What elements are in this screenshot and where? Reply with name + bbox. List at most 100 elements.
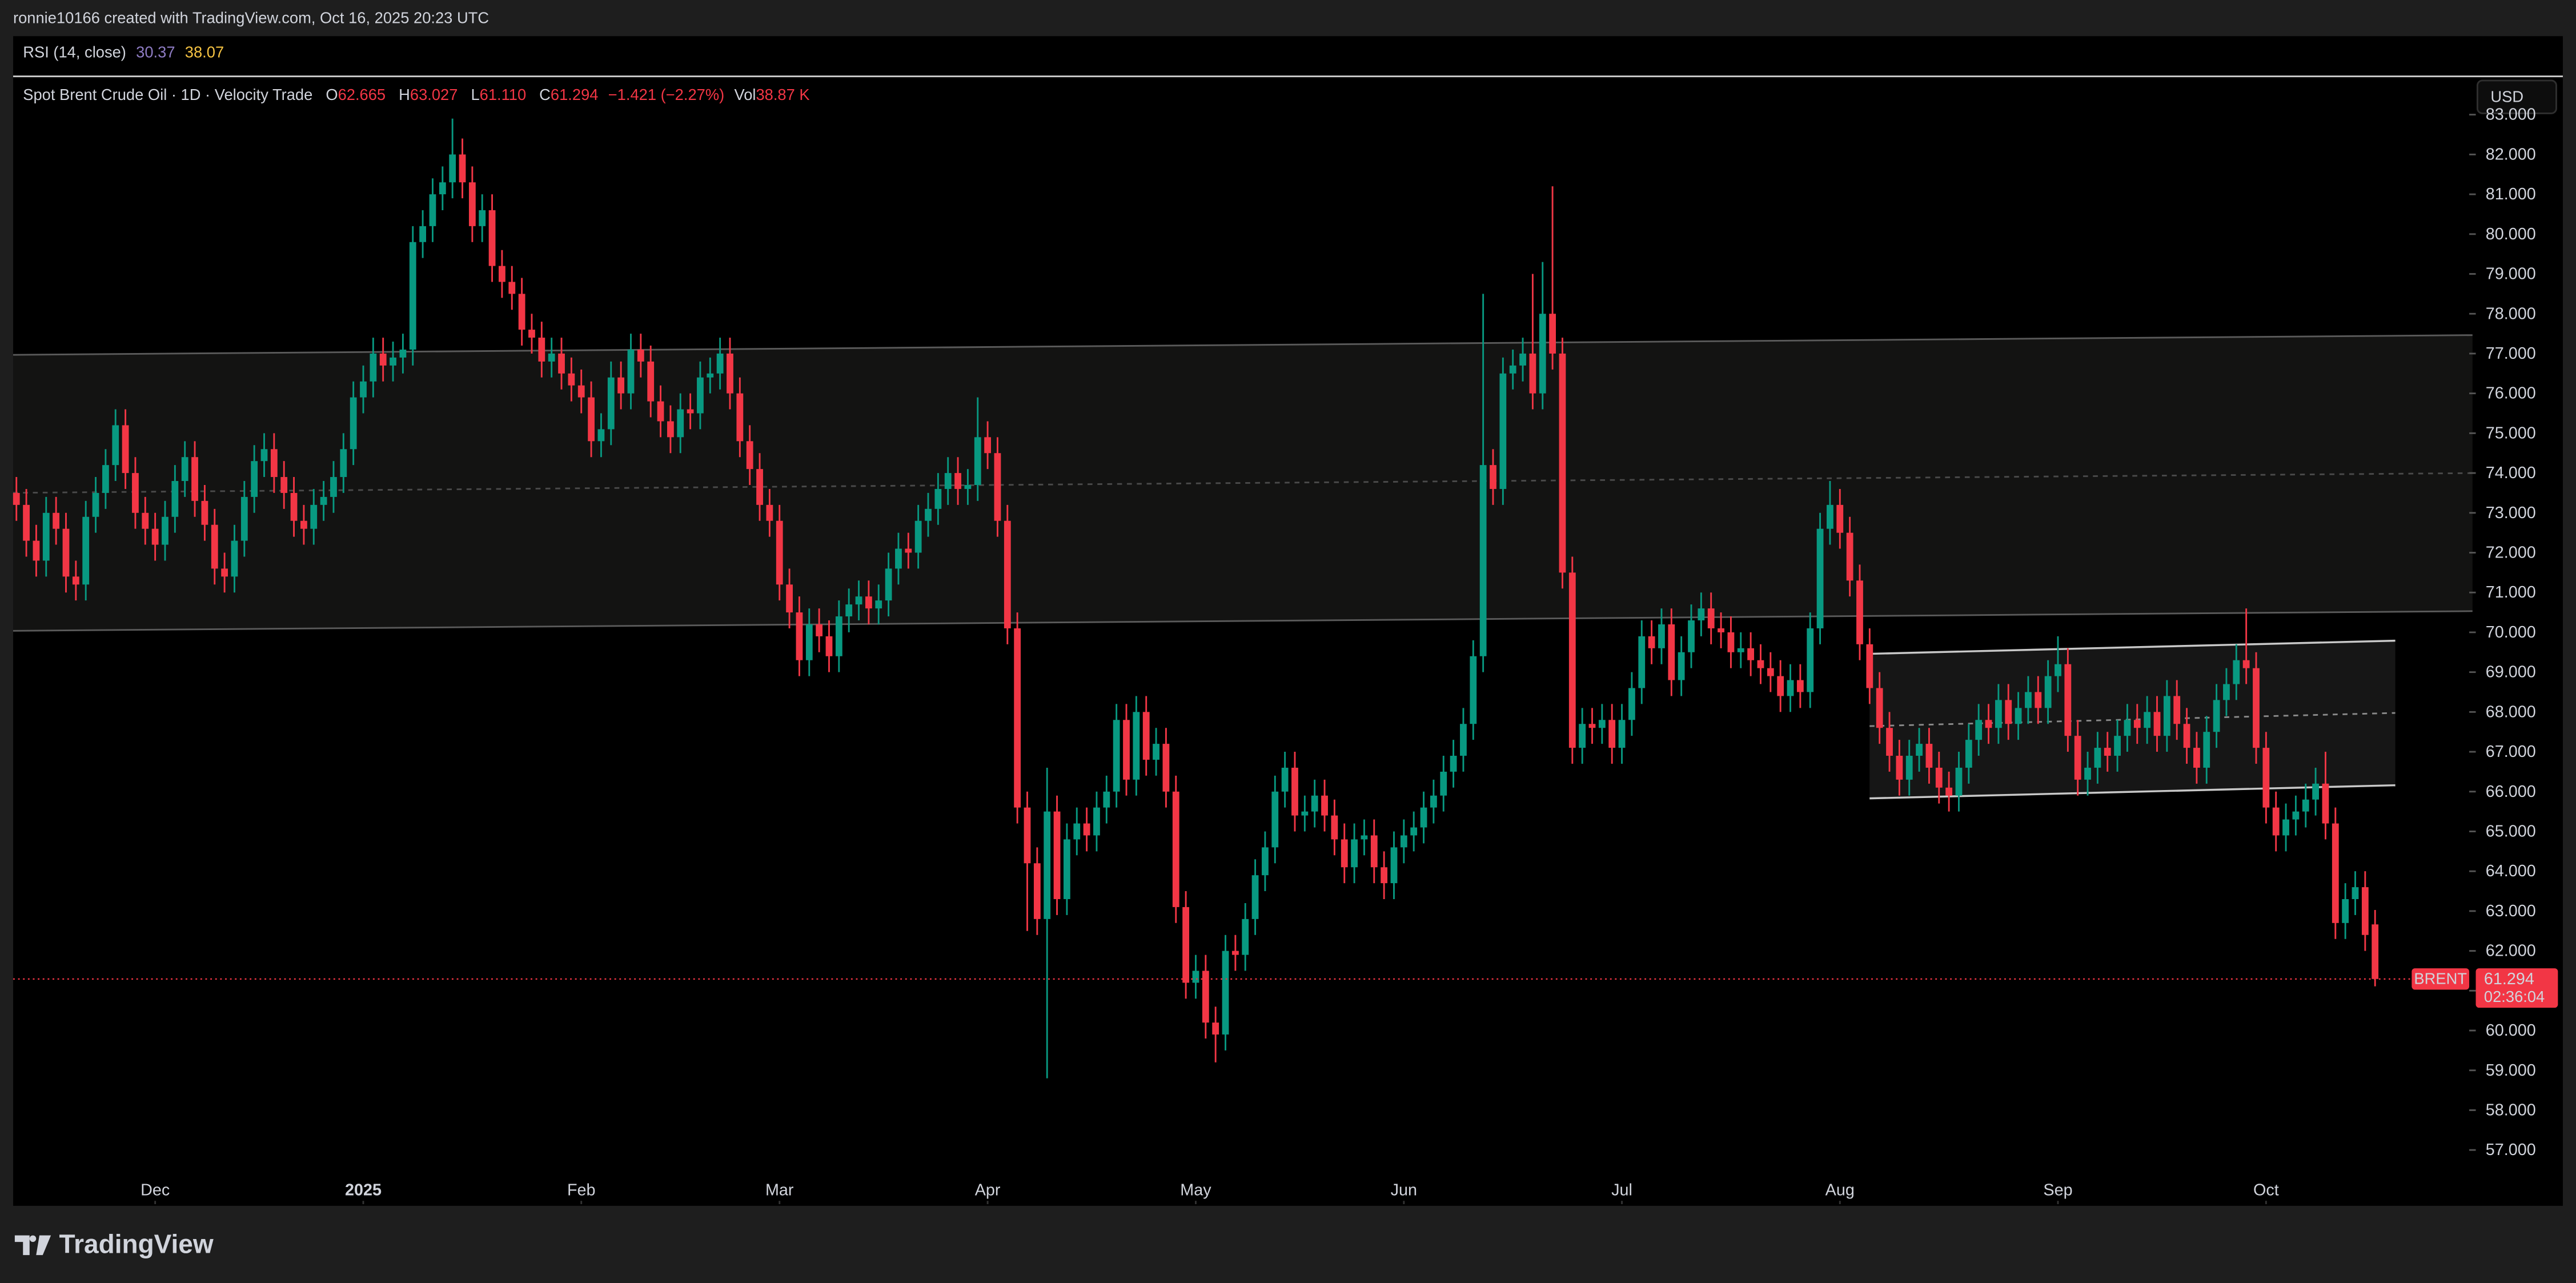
candle-body bbox=[1638, 636, 1646, 688]
candle-body bbox=[1014, 628, 1021, 808]
candle-body bbox=[399, 349, 407, 358]
candle-body bbox=[23, 504, 30, 541]
candle-body bbox=[1975, 720, 1983, 740]
candle-body bbox=[2213, 700, 2220, 732]
candle-body bbox=[1598, 720, 1606, 728]
y-tick-label: 69.000 bbox=[2486, 663, 2536, 681]
y-tick-label: 58.000 bbox=[2486, 1101, 2536, 1119]
candle-body bbox=[2005, 700, 2012, 724]
candle-body bbox=[2015, 708, 2022, 724]
candle-body bbox=[1925, 744, 1933, 768]
candle-body bbox=[548, 353, 555, 362]
candle-body bbox=[1787, 680, 1794, 696]
y-tick-label: 59.000 bbox=[2486, 1061, 2536, 1080]
y-tick-label: 68.000 bbox=[2486, 703, 2536, 721]
candle-body bbox=[538, 338, 545, 362]
y-tick-label: 76.000 bbox=[2486, 384, 2536, 403]
legend-value: 61.294 bbox=[551, 86, 599, 103]
candle-body bbox=[2223, 684, 2230, 700]
candle-body bbox=[1083, 823, 1090, 836]
candle-body bbox=[1153, 744, 1159, 760]
candle-body bbox=[707, 373, 714, 378]
candle-body bbox=[816, 624, 823, 636]
candle-body bbox=[1162, 744, 1170, 792]
candle-body bbox=[2094, 748, 2101, 768]
legend-label: L bbox=[471, 86, 479, 103]
candle-body bbox=[756, 469, 763, 505]
candle-body bbox=[1113, 720, 1120, 792]
legend: Spot Brent Crude Oil · 1D · Velocity Tra… bbox=[23, 86, 809, 103]
candle-body bbox=[568, 373, 575, 386]
candle-body bbox=[1231, 951, 1239, 955]
candle-body bbox=[914, 520, 922, 553]
candle-body bbox=[1064, 839, 1070, 899]
x-tick-label: Jul bbox=[1611, 1181, 1632, 1200]
candle-body bbox=[142, 512, 149, 529]
candle-body bbox=[1509, 365, 1516, 374]
candle-body bbox=[617, 377, 625, 394]
candle-body bbox=[667, 421, 674, 438]
candle-body bbox=[885, 568, 892, 601]
symbol-title: Spot Brent Crude Oil · 1D · Velocity Tra… bbox=[23, 86, 312, 103]
candle-body bbox=[627, 349, 635, 394]
candle-body bbox=[2312, 783, 2320, 800]
candle-body bbox=[1727, 632, 1735, 652]
candle-body bbox=[1747, 648, 1755, 660]
y-tick-label: 81.000 bbox=[2486, 185, 2536, 203]
candle-body bbox=[1529, 353, 1536, 394]
candle-body bbox=[875, 600, 882, 609]
currency[interactable]: USD bbox=[2490, 87, 2523, 105]
y-tick-label: 66.000 bbox=[2486, 783, 2536, 801]
channel-line bbox=[1869, 784, 2396, 800]
channel-midline bbox=[1869, 712, 2396, 727]
candle-body bbox=[2114, 736, 2121, 756]
candle-body bbox=[479, 210, 486, 226]
candle-body bbox=[2124, 720, 2131, 736]
x-tick-label: May bbox=[1180, 1181, 1211, 1200]
y-tick-label: 60.000 bbox=[2486, 1021, 2536, 1040]
candle-body bbox=[1479, 465, 1487, 656]
y-tick-label: 72.000 bbox=[2486, 544, 2536, 562]
candle-body bbox=[429, 194, 436, 226]
price-tag-countdown: 02:36:04 bbox=[2484, 988, 2545, 1005]
candle-body bbox=[716, 353, 724, 374]
candle-body bbox=[1568, 572, 1576, 748]
candle-body bbox=[2193, 748, 2200, 768]
candle-body bbox=[934, 488, 942, 509]
rsi-name: RSI (14, close) bbox=[23, 43, 126, 61]
x-tick-label: 2025 bbox=[345, 1181, 382, 1200]
candle-body bbox=[607, 377, 615, 430]
x-tick-label: Oct bbox=[2253, 1181, 2279, 1200]
x-tick-label: Sep bbox=[2043, 1181, 2072, 1200]
candle-body bbox=[459, 154, 466, 183]
candle-body bbox=[191, 457, 198, 501]
candle-body bbox=[2233, 660, 2240, 684]
candle-body bbox=[468, 182, 476, 226]
candle-body bbox=[1053, 811, 1061, 899]
y-tick-label: 83.000 bbox=[2486, 106, 2536, 124]
currency-box[interactable] bbox=[2476, 79, 2557, 114]
candle-body bbox=[1916, 744, 1923, 756]
candle-body bbox=[805, 624, 813, 660]
candle-body bbox=[2153, 712, 2161, 736]
y-tick-label: 64.000 bbox=[2486, 862, 2536, 880]
candle-body bbox=[1846, 532, 1853, 581]
price-tag-value: 61.294 bbox=[2484, 970, 2534, 988]
candle-body bbox=[1608, 720, 1616, 748]
candle-body bbox=[1905, 756, 1913, 780]
y-tick-label: 82.000 bbox=[2486, 145, 2536, 163]
candle-body bbox=[1351, 839, 1358, 868]
channel-fill bbox=[13, 335, 2473, 631]
candle-body bbox=[1381, 867, 1388, 884]
candle-body bbox=[53, 512, 60, 529]
y-tick-label: 73.000 bbox=[2486, 504, 2536, 522]
channel-line bbox=[13, 334, 2473, 356]
candle-body bbox=[944, 473, 952, 489]
candle-body bbox=[1539, 314, 1546, 394]
candle-body bbox=[1361, 835, 1368, 840]
candle-body bbox=[1757, 660, 1764, 668]
candle-body bbox=[240, 496, 248, 541]
candle-body bbox=[687, 409, 694, 414]
